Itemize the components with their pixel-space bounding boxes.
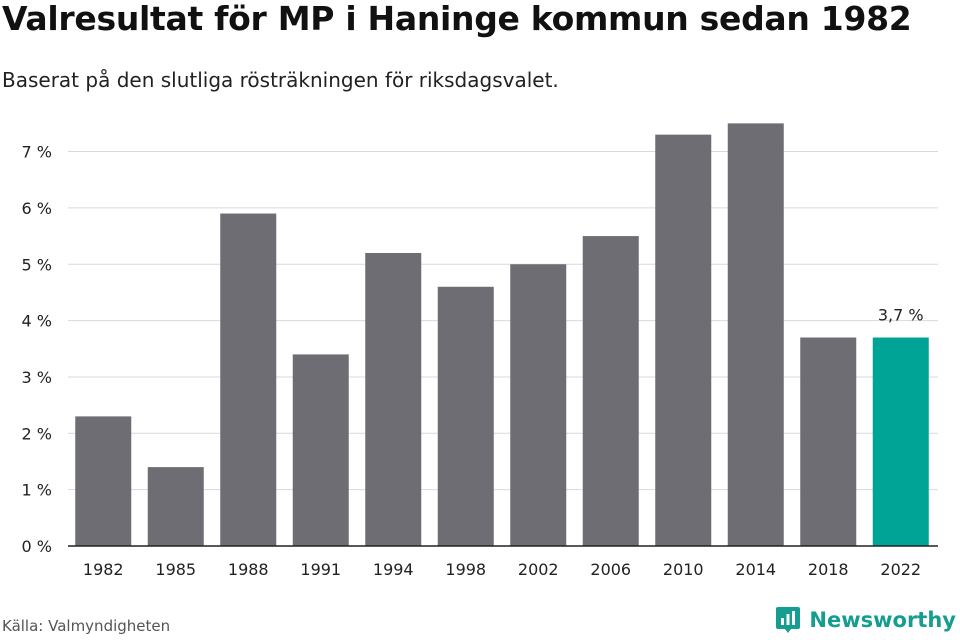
bar [872, 337, 929, 546]
bar [292, 354, 349, 546]
x-tick-label: 1998 [445, 560, 486, 579]
x-tick-label: 1994 [373, 560, 414, 579]
x-tick-label: 2010 [663, 560, 704, 579]
bar [365, 252, 422, 547]
bar [510, 264, 567, 546]
brand-name: Newsworthy [809, 608, 956, 632]
x-tick-label: 2002 [518, 560, 559, 579]
bar [220, 213, 277, 546]
newsworthy-logo-icon [776, 607, 801, 633]
x-tick-label: 2014 [735, 560, 776, 579]
bar [582, 236, 639, 546]
y-tick-label: 3 % [22, 368, 52, 387]
bar [727, 123, 784, 546]
x-tick-label: 2022 [880, 560, 921, 579]
x-tick-label: 1985 [155, 560, 196, 579]
bar [800, 337, 857, 546]
bar [437, 286, 494, 546]
y-tick-label: 5 % [22, 255, 52, 274]
chart-subtitle: Baserat på den slutliga rösträkningen fö… [2, 68, 559, 92]
bar [655, 134, 712, 546]
y-tick-label: 1 % [22, 481, 52, 500]
x-tick-label: 2018 [808, 560, 849, 579]
x-tick-label: 2006 [590, 560, 631, 579]
x-tick-label: 1982 [83, 560, 124, 579]
source-note: Källa: Valmyndigheten [2, 617, 171, 635]
bar [147, 467, 204, 546]
chart-title: Valresultat för MP i Haninge kommun seda… [2, 0, 912, 38]
data-label: 3,7 % [878, 306, 924, 325]
y-tick-label: 0 % [22, 537, 52, 556]
x-tick-label: 1991 [300, 560, 341, 579]
bar [75, 416, 132, 546]
bar-chart: 0 % 1 % 2 % 3 % 4 % 5 % 6 % 7 % 1982 1985 1988 1991… [22, 123, 938, 579]
x-tick-label: 1988 [228, 560, 269, 579]
y-tick-label: 2 % [22, 424, 52, 443]
y-tick-label: 6 % [22, 199, 52, 218]
brand-logo: Newsworthy [775, 606, 956, 634]
y-tick-label: 4 % [22, 312, 52, 331]
y-tick-label: 7 % [22, 143, 52, 162]
